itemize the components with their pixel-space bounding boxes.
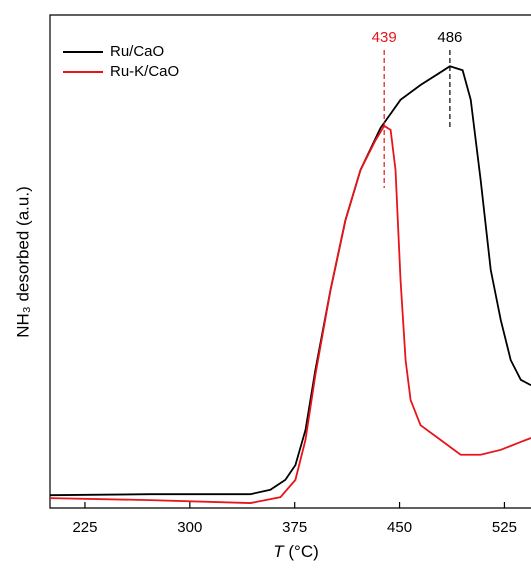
annotation-label: 486 <box>437 29 462 46</box>
x-tick-label: 300 <box>177 519 202 536</box>
x-tick-label: 375 <box>282 519 307 536</box>
x-axis-label: T (°C) <box>273 542 319 561</box>
x-axis-symbol: T <box>273 542 285 561</box>
legend-label: Ru-K/CaO <box>110 63 179 80</box>
x-tick-label: 525 <box>492 519 517 536</box>
x-tick-label: 225 <box>72 519 97 536</box>
y-axis-label: NH₃ desorbed (a.u.) <box>13 186 32 338</box>
legend-label: Ru/CaO <box>110 43 164 60</box>
x-tick-label: 450 <box>387 519 412 536</box>
data-line <box>49 124 531 504</box>
x-axis-unit: (°C) <box>288 542 318 561</box>
annotation-label: 439 <box>372 29 397 46</box>
axis-frame <box>49 14 531 509</box>
data-line <box>49 65 531 497</box>
